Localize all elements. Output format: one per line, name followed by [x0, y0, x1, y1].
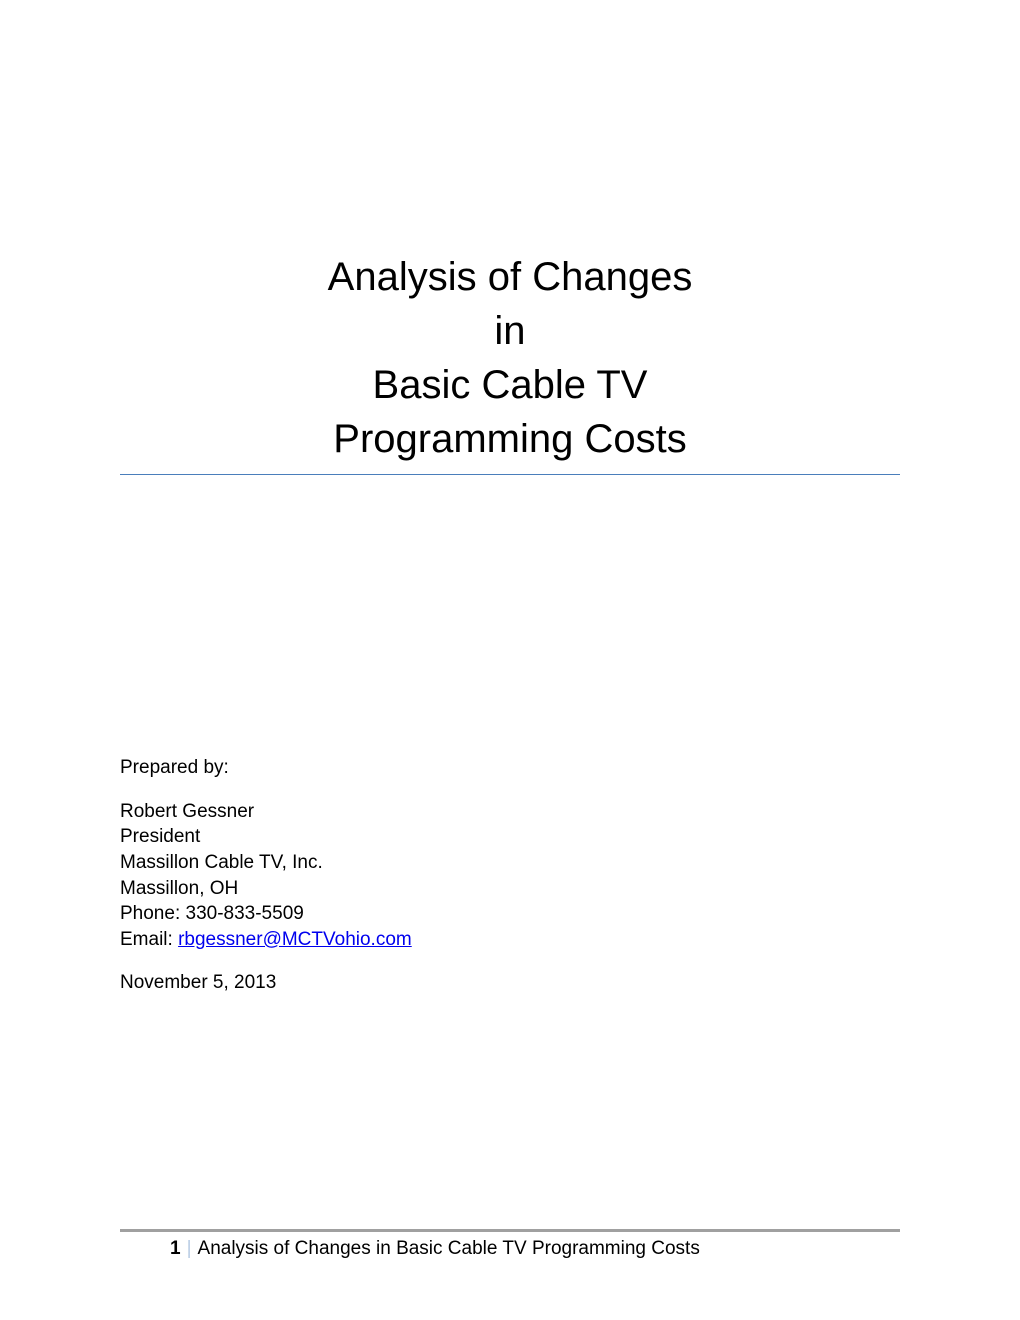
- title-line-2: in: [120, 304, 900, 358]
- email-label: Email:: [120, 929, 178, 950]
- footer-divider: [120, 1229, 900, 1232]
- title-line-4: Programming Costs: [120, 412, 900, 466]
- title-line-3: Basic Cable TV: [120, 358, 900, 412]
- author-position: President: [120, 824, 900, 850]
- prepared-by-label: Prepared by:: [120, 755, 900, 781]
- page-footer: 1 | Analysis of Changes in Basic Cable TV …: [120, 1229, 900, 1260]
- title-section: Analysis of Changes in Basic Cable TV Pr…: [120, 250, 900, 475]
- author-company: Massillon Cable TV, Inc.: [120, 850, 900, 876]
- footer-text: Analysis of Changes in Basic Cable TV Pr…: [198, 1238, 700, 1259]
- author-location: Massillon, OH: [120, 876, 900, 902]
- author-email: Email: rbgessner@MCTVohio.com: [120, 927, 900, 953]
- phone-label: Phone:: [120, 903, 186, 924]
- email-link[interactable]: rbgessner@MCTVohio.com: [178, 929, 412, 950]
- author-phone: Phone: 330-833-5509: [120, 901, 900, 927]
- phone-value: 330-833-5509: [186, 903, 304, 924]
- prepared-by-section: Prepared by: Robert Gessner President Ma…: [120, 755, 900, 996]
- document-date: November 5, 2013: [120, 970, 900, 996]
- page-number: 1: [170, 1238, 181, 1259]
- author-block: Robert Gessner President Massillon Cable…: [120, 799, 900, 953]
- document-page: Analysis of Changes in Basic Cable TV Pr…: [0, 0, 1020, 1320]
- footer-content: 1 | Analysis of Changes in Basic Cable TV …: [120, 1238, 900, 1260]
- author-name: Robert Gessner: [120, 799, 900, 825]
- title-divider: [120, 474, 900, 475]
- footer-separator: |: [187, 1238, 192, 1259]
- title-line-1: Analysis of Changes: [120, 250, 900, 304]
